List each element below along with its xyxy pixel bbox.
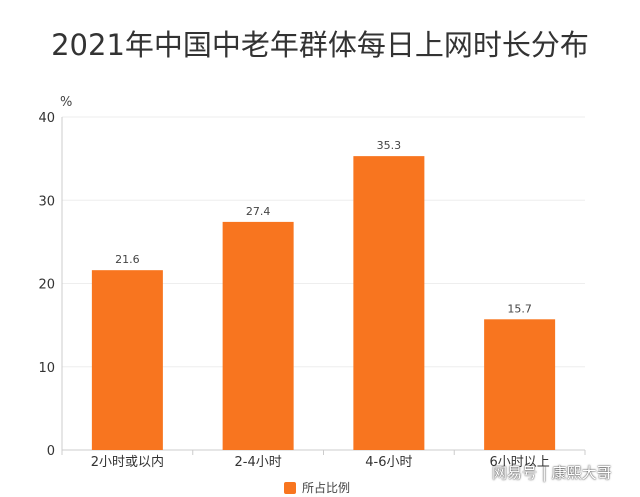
x-tick-label: 2-4小时 xyxy=(235,455,282,470)
watermark: 网易号 | 康熙大哥 xyxy=(492,464,612,482)
legend-label: 所占比例 xyxy=(302,481,351,495)
y-tick-label: 0 xyxy=(47,444,55,459)
bar xyxy=(353,156,425,450)
x-tick-label: 6小时以上 xyxy=(489,455,549,470)
y-tick-label: 30 xyxy=(38,194,55,209)
x-tick-label: 2小时或以内 xyxy=(91,454,164,470)
data-label: 21.6 xyxy=(115,253,140,266)
bar xyxy=(222,221,294,450)
y-tick-label: 20 xyxy=(38,278,55,293)
legend[interactable]: 所占比例 xyxy=(284,479,350,496)
data-label: 35.3 xyxy=(377,139,402,152)
y-tick-label: 40 xyxy=(38,111,55,126)
labels: 0 10 20 30 40 21.6 2小时或以内 27.4 2-4小时 35.3 4-6小时 15.… xyxy=(38,111,549,470)
y-axis-unit-label: % xyxy=(60,95,73,110)
data-label: 27.4 xyxy=(246,205,271,218)
x-tick-label: 4-6小时 xyxy=(365,455,412,470)
bar xyxy=(91,270,163,450)
bar xyxy=(484,319,556,450)
legend-swatch xyxy=(284,481,296,494)
bars xyxy=(91,156,556,450)
chart-title: 2021年中国中老年群体每日上网时长分布 xyxy=(51,28,589,62)
y-tick-label: 10 xyxy=(38,361,55,376)
data-label: 15.7 xyxy=(507,302,532,315)
